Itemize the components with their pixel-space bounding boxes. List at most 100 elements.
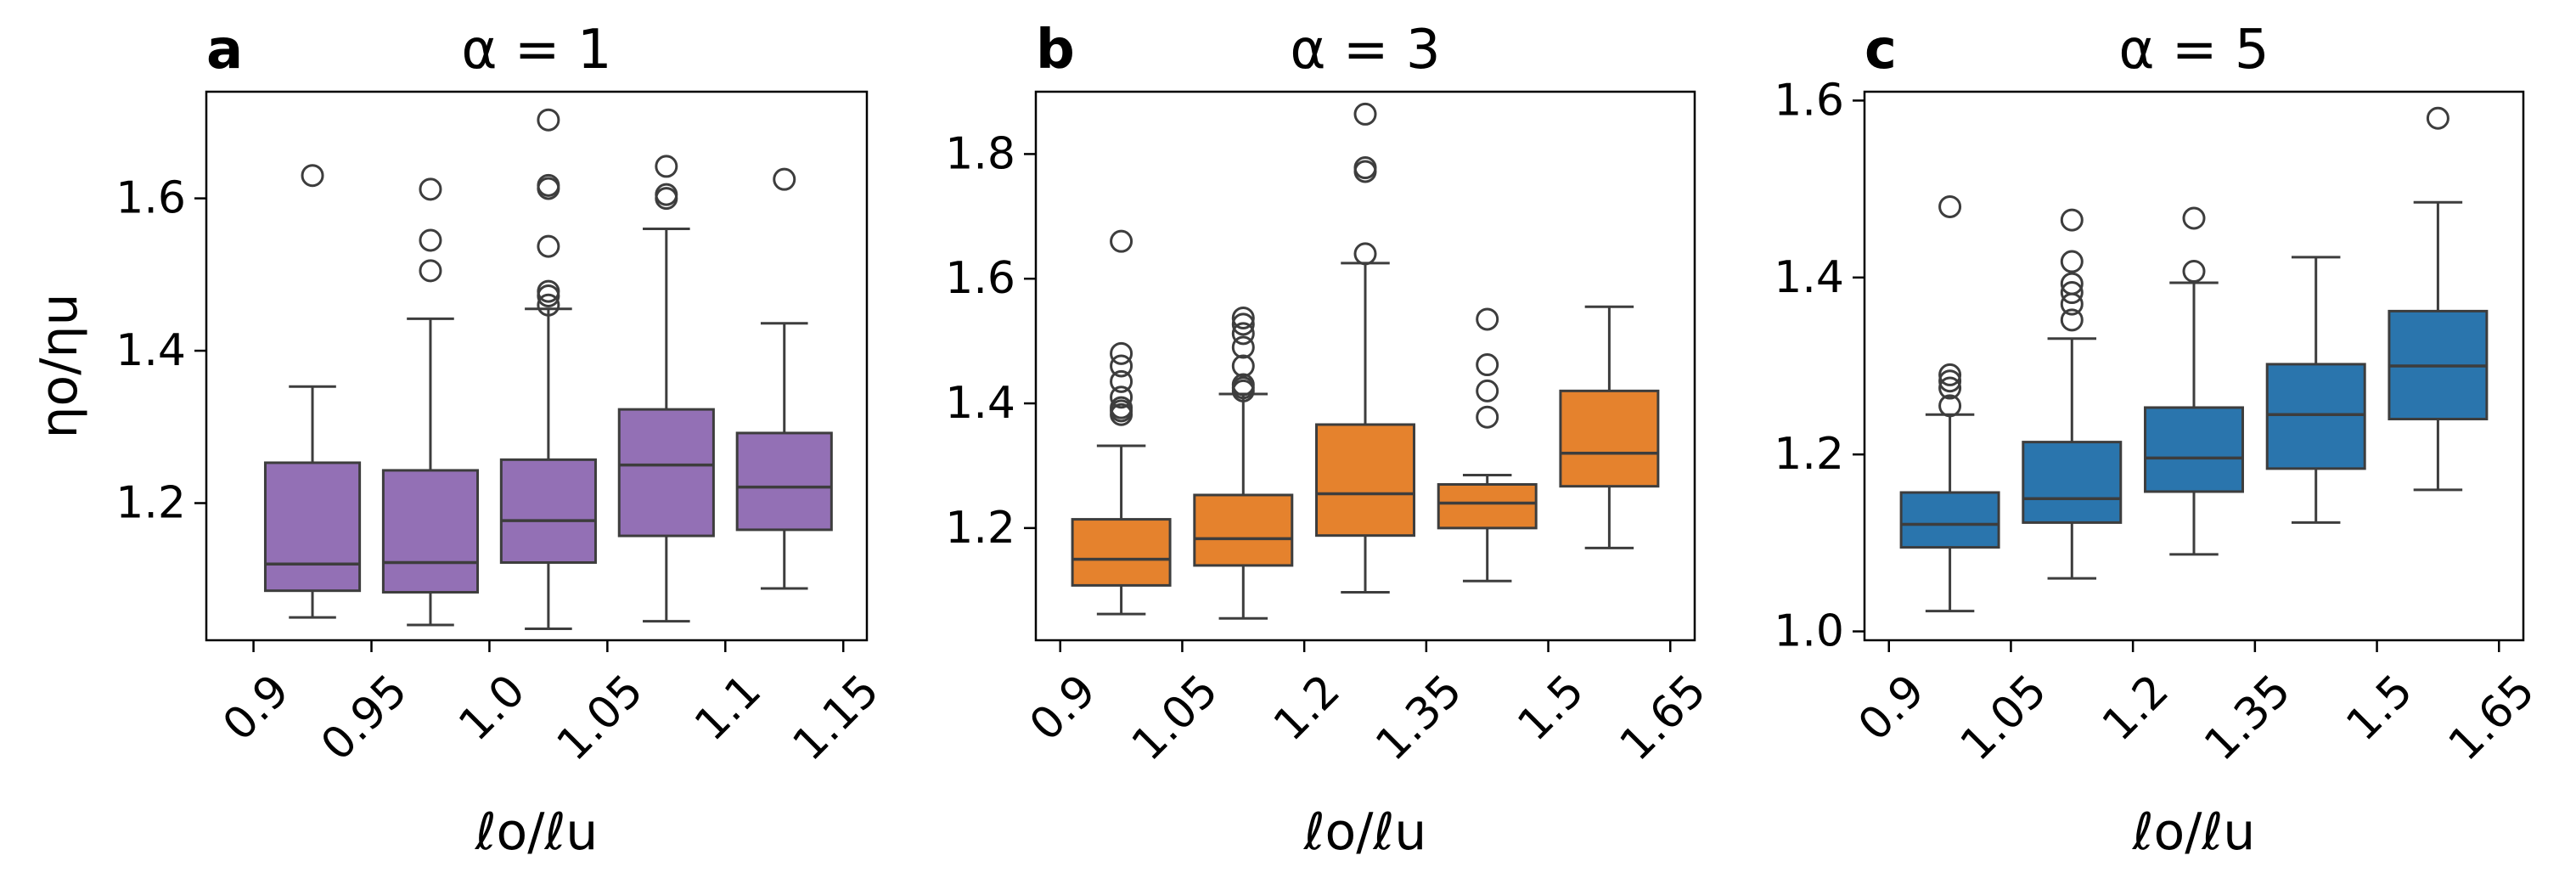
panel-letter: b	[1036, 19, 1075, 82]
panel-b: 0.9 1.05 1.2 1.35 1.5 1.651.21.41.61.8b α = 3ℓ…	[945, 19, 1716, 862]
x-tick-label: 0.9	[213, 665, 299, 751]
outlier-point	[1938, 363, 1962, 386]
outlier-point	[2182, 260, 2206, 284]
x-tick-label: 1.65	[2439, 665, 2545, 770]
y-tick-label: 1.2	[115, 478, 186, 529]
x-tick-label: 0.95	[312, 665, 417, 770]
outlier-point	[1110, 354, 1133, 378]
outlier-point	[1938, 194, 1962, 218]
x-tick-label: 1.35	[2195, 665, 2300, 770]
y-tick-label: 1.6	[1774, 75, 1844, 126]
outlier-point	[1231, 354, 1255, 378]
panel-title: α = 5	[2118, 19, 2269, 82]
box-iqr	[499, 458, 597, 564]
box-iqr	[735, 431, 833, 532]
outlier-point	[1476, 379, 1499, 402]
box-2	[381, 177, 480, 627]
outlier-point	[1110, 369, 1133, 393]
box-iqr	[1437, 482, 1538, 530]
box-iqr	[1193, 493, 1294, 567]
x-axis-label: ℓo/ℓu	[1303, 802, 1427, 862]
box-1	[263, 164, 362, 619]
box-4	[1437, 307, 1538, 583]
x-tick-label: 1.05	[548, 665, 653, 770]
box-5	[1559, 305, 1660, 549]
outlier-point	[537, 173, 560, 197]
outlier-point	[655, 155, 678, 178]
panel-a: 0.9 0.95 1.0 1.05 1.1 1.15 1.2 1.4 1.6 a α = 1 ℓo/ℓ…	[30, 19, 889, 862]
outlier-point	[1231, 312, 1255, 336]
outlier-point	[655, 183, 678, 206]
outlier-point	[2060, 272, 2084, 295]
x-axis-label: ℓo/ℓu	[475, 802, 599, 862]
outlier-point	[419, 177, 442, 201]
outlier-point	[2426, 106, 2449, 130]
y-tick-label: 1.4	[115, 325, 186, 376]
box-4	[2265, 256, 2366, 524]
y-axis-label: ηo/ηu	[30, 293, 89, 438]
box-iqr	[1315, 423, 1415, 537]
outlier-point	[2060, 208, 2084, 232]
box-3	[499, 108, 597, 631]
y-tick-label: 1.2	[1774, 429, 1844, 480]
y-tick-label: 1.0	[1774, 606, 1844, 657]
x-tick-label: 1.65	[1611, 665, 1716, 770]
x-tick-label: 1.35	[1366, 665, 1471, 770]
outlier-point	[1110, 386, 1133, 409]
box-iqr	[381, 469, 480, 594]
outlier-point	[1110, 396, 1133, 419]
outlier-point	[537, 234, 560, 258]
outlier-point	[2182, 206, 2206, 230]
outlier-point	[1353, 242, 1377, 266]
x-tick-label: 1.05	[1122, 665, 1228, 770]
outlier-point	[2060, 281, 2084, 305]
x-tick-label: 1.2	[1264, 665, 1350, 751]
panels: 0.9 0.95 1.0 1.05 1.1 1.151.21.41.6a α = 1ℓo/ℓ…	[30, 19, 2545, 862]
outlier-point	[2060, 308, 2084, 332]
box-1	[1899, 194, 2000, 613]
outlier-point	[1476, 353, 1499, 377]
outlier-point	[537, 279, 560, 303]
box-iqr	[1899, 491, 2000, 549]
y-tick-label: 1.2	[945, 503, 1015, 554]
x-tick-label: 1.5	[1508, 665, 1594, 751]
outlier-point	[2060, 292, 2084, 316]
plot-frame	[1863, 90, 2525, 642]
box-iqr	[2265, 363, 2366, 470]
y-tick-label: 1.4	[1774, 252, 1844, 303]
x-tick-label: 1.5	[2337, 665, 2422, 751]
outlier-point	[1353, 102, 1377, 126]
x-tick-label: 1.2	[2093, 665, 2179, 751]
x-tick-label: 1.1	[685, 665, 771, 751]
y-tick-label: 1.4	[945, 378, 1015, 429]
x-axis-label: ℓo/ℓu	[2132, 802, 2256, 862]
outlier-point	[1231, 322, 1255, 346]
outlier-point	[1938, 369, 1962, 393]
outlier-point	[537, 293, 560, 317]
outlier-point	[1938, 394, 1962, 418]
box-iqr	[617, 408, 715, 537]
box-4	[617, 155, 715, 623]
plot-frame	[205, 90, 869, 642]
box-3	[2144, 206, 2244, 556]
panel-title: α = 3	[1290, 19, 1440, 82]
outlier-point	[1110, 229, 1133, 253]
outlier-point	[419, 228, 442, 252]
box-2	[1193, 306, 1294, 620]
box-2	[2022, 208, 2123, 580]
outlier-point	[301, 164, 324, 188]
box-iqr	[1071, 518, 1172, 587]
y-tick-label: 1.6	[945, 253, 1015, 304]
outlier-point	[419, 259, 442, 283]
box-iqr	[2144, 406, 2244, 493]
outlier-point	[537, 108, 560, 132]
outlier-point	[1476, 307, 1499, 331]
plot-frame	[1034, 90, 1696, 642]
outlier-point	[1110, 341, 1133, 365]
x-tick-label: 1.0	[449, 665, 535, 751]
box-3	[1315, 102, 1415, 594]
box-1	[1071, 229, 1172, 616]
box-5	[2388, 106, 2489, 492]
box-iqr	[263, 461, 362, 593]
